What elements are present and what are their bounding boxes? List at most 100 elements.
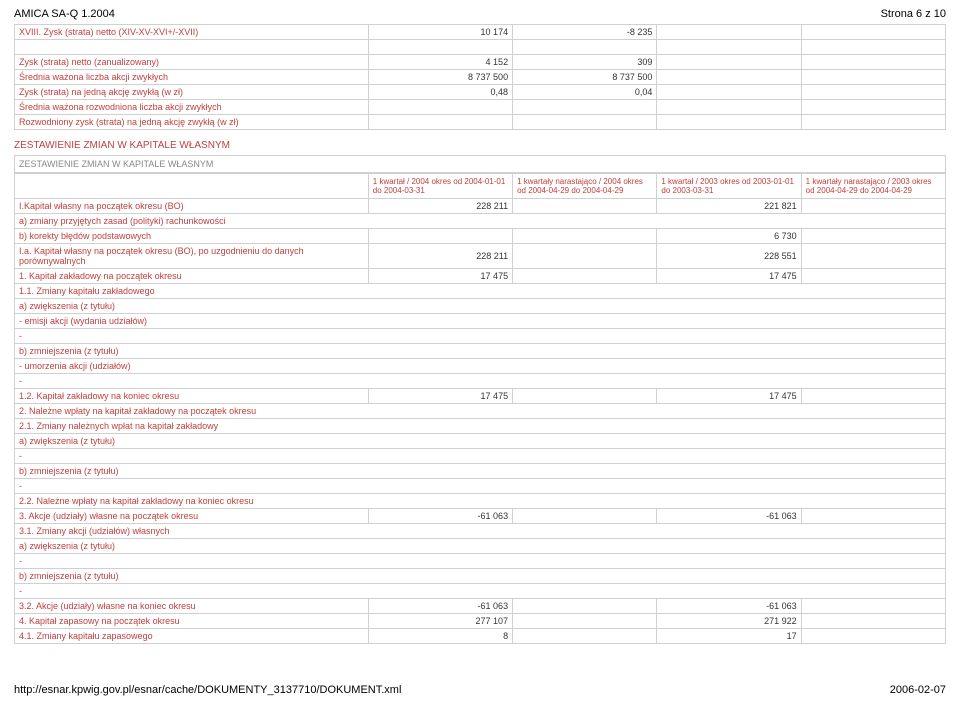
table-row: - <box>15 374 946 389</box>
table-row: 4. Kapitał zapasowy na początek okresu27… <box>15 614 946 629</box>
table-row: I.a. Kapitał własny na początek okresu (… <box>15 244 946 269</box>
table-row: 2.1. Zmiany należnych wpłat na kapitał z… <box>15 419 946 434</box>
cell-value: -61 063 <box>368 599 512 614</box>
inner-section-title: ZESTAWIENIE ZMIAN W KAPITALE WŁASNYM <box>14 155 946 173</box>
cell-value: 17 475 <box>368 269 512 284</box>
table-row: 3.1. Zmiany akcji (udziałów) własnych <box>15 524 946 539</box>
cell-value <box>513 629 657 644</box>
cell-value <box>513 269 657 284</box>
table-row: 3.2. Akcje (udziały) własne na koniec ok… <box>15 599 946 614</box>
cell-value <box>368 100 512 115</box>
financial-table-1: XVIII. Zysk (strata) netto (XIV-XV-XVI+/… <box>14 24 946 130</box>
cell-value <box>513 100 657 115</box>
cell-value <box>657 100 801 115</box>
row-label: b) korekty błędów podstawowych <box>15 229 369 244</box>
row-label: I.Kapitał własny na początek okresu (BO) <box>15 199 369 214</box>
page-footer: http://esnar.kpwig.gov.pl/esnar/cache/DO… <box>14 684 946 696</box>
cell-value <box>513 199 657 214</box>
cell-value: 8 737 500 <box>368 70 512 85</box>
table-row: 2.2. Należne wpłaty na kapitał zakładowy… <box>15 494 946 509</box>
row-label: b) zmniejszenia (z tytułu) <box>15 464 946 479</box>
cell-value <box>657 55 801 70</box>
row-label: 1.1. Zmiany kapitału zakładowego <box>15 284 946 299</box>
cell-value <box>657 85 801 100</box>
cell-value <box>368 115 512 130</box>
table-row: Zysk (strata) netto (zanualizowany)4 152… <box>15 55 946 70</box>
table-row: a) zmiany przyjętych zasad (polityki) ra… <box>15 214 946 229</box>
table-row: - <box>15 584 946 599</box>
cell-value: 17 475 <box>368 389 512 404</box>
column-header-row: 1 kwartał / 2004 okres od 2004-01-01 do … <box>15 174 946 199</box>
row-label: - <box>15 449 946 464</box>
table-row: 3. Akcje (udziały) własne na początek ok… <box>15 509 946 524</box>
row-label: - emisji akcji (wydania udziałów) <box>15 314 946 329</box>
table-row: Rozwodniony zysk (strata) na jedną akcję… <box>15 115 946 130</box>
cell-value <box>801 509 945 524</box>
table-row: b) korekty błędów podstawowych6 730 <box>15 229 946 244</box>
row-label: 1.2. Kapitał zakładowy na koniec okresu <box>15 389 369 404</box>
cell-value <box>801 70 945 85</box>
table-row: b) zmniejszenia (z tytułu) <box>15 344 946 359</box>
cell-value <box>801 389 945 404</box>
row-label: I.a. Kapitał własny na początek okresu (… <box>15 244 369 269</box>
cell-value: 17 475 <box>657 269 801 284</box>
page-header: AMICA SA-Q 1.2004 Strona 6 z 10 <box>14 8 946 20</box>
cell-value <box>801 115 945 130</box>
col-header-2: 1 kwartały narastająco / 2004 okres od 2… <box>513 174 657 199</box>
header-right: Strona 6 z 10 <box>881 8 946 20</box>
row-label: b) zmniejszenia (z tytułu) <box>15 344 946 359</box>
table-row: b) zmniejszenia (z tytułu) <box>15 464 946 479</box>
cell-value: 17 475 <box>657 389 801 404</box>
table-row <box>15 40 946 55</box>
cell-value <box>801 85 945 100</box>
row-label: a) zmiany przyjętych zasad (polityki) ra… <box>15 214 946 229</box>
table-row: 1.1. Zmiany kapitału zakładowego <box>15 284 946 299</box>
cell-value: 309 <box>513 55 657 70</box>
row-label: 3. Akcje (udziały) własne na początek ok… <box>15 509 369 524</box>
table-row: - <box>15 449 946 464</box>
cell-value <box>513 244 657 269</box>
cell-value: 10 174 <box>368 25 512 40</box>
cell-value <box>513 389 657 404</box>
row-label: a) zwiększenia (z tytułu) <box>15 434 946 449</box>
cell-value: 277 107 <box>368 614 512 629</box>
financial-table-2: 1 kwartał / 2004 okres od 2004-01-01 do … <box>14 173 946 644</box>
row-label: 3.2. Akcje (udziały) własne na koniec ok… <box>15 599 369 614</box>
cell-value <box>801 244 945 269</box>
row-label: Zysk (strata) netto (zanualizowany) <box>15 55 369 70</box>
row-label: Zysk (strata) na jedną akcję zwykłą (w z… <box>15 85 369 100</box>
footer-url: http://esnar.kpwig.gov.pl/esnar/cache/DO… <box>14 684 401 696</box>
row-label: Średnia ważona liczba akcji zwykłych <box>15 70 369 85</box>
cell-value <box>657 70 801 85</box>
row-label: - <box>15 374 946 389</box>
cell-value: 8 737 500 <box>513 70 657 85</box>
row-label: a) zwiększenia (z tytułu) <box>15 299 946 314</box>
cell-value <box>513 229 657 244</box>
table-row: - <box>15 479 946 494</box>
cell-value <box>657 115 801 130</box>
cell-value <box>801 599 945 614</box>
row-label: XVIII. Zysk (strata) netto (XIV-XV-XVI+/… <box>15 25 369 40</box>
table-row: Zysk (strata) na jedną akcję zwykłą (w z… <box>15 85 946 100</box>
row-label: 2. Należne wpłaty na kapitał zakładowy n… <box>15 404 946 419</box>
table-row: - <box>15 329 946 344</box>
table-row: 1.2. Kapitał zakładowy na koniec okresu1… <box>15 389 946 404</box>
row-label: Średnia ważona rozwodniona liczba akcji … <box>15 100 369 115</box>
col-header-1: 1 kwartał / 2004 okres od 2004-01-01 do … <box>368 174 512 199</box>
cell-value: 221 821 <box>657 199 801 214</box>
cell-value <box>801 199 945 214</box>
table-row: 4.1. Zmiany kapitału zapasowego817 <box>15 629 946 644</box>
col-header-4: 1 kwartały narastająco / 2003 okres od 2… <box>801 174 945 199</box>
header-left: AMICA SA-Q 1.2004 <box>14 8 115 20</box>
row-label: Rozwodniony zysk (strata) na jedną akcję… <box>15 115 369 130</box>
cell-value <box>513 115 657 130</box>
cell-value: 228 211 <box>368 199 512 214</box>
cell-value: 0,04 <box>513 85 657 100</box>
cell-value: -61 063 <box>657 509 801 524</box>
cell-value <box>513 509 657 524</box>
cell-value <box>513 599 657 614</box>
row-label: 4. Kapitał zapasowy na początek okresu <box>15 614 369 629</box>
cell-value: 271 922 <box>657 614 801 629</box>
row-label: 4.1. Zmiany kapitału zapasowego <box>15 629 369 644</box>
row-label: 1. Kapitał zakładowy na początek okresu <box>15 269 369 284</box>
